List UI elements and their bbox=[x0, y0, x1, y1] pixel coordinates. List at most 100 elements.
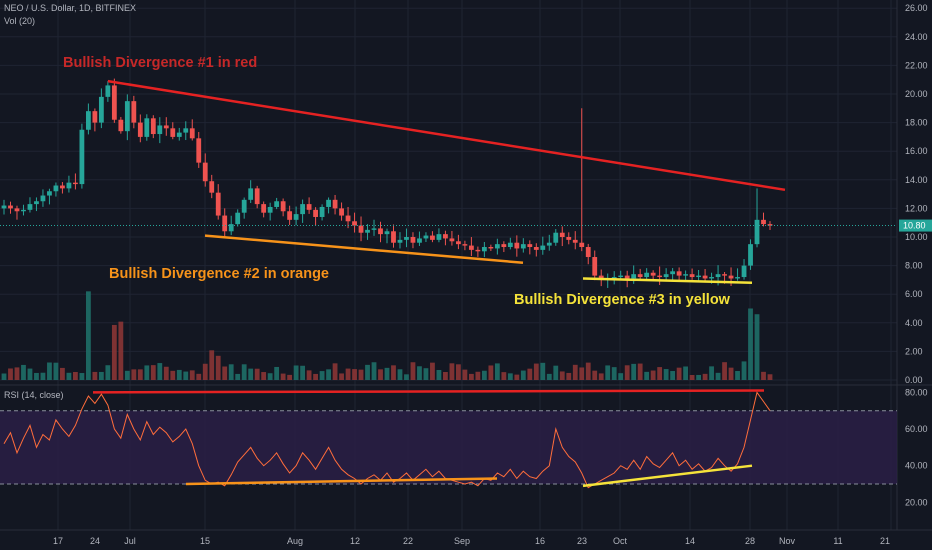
candle-body bbox=[397, 239, 403, 243]
symbol-title[interactable]: NEO / U.S. Dollar, 1D, BITFINEX bbox=[4, 3, 137, 13]
annotation-divergence-1: Bullish Divergence #1 in red bbox=[63, 55, 257, 71]
candle-body bbox=[378, 228, 383, 235]
candle-body bbox=[79, 129, 85, 185]
candle-body bbox=[60, 185, 65, 189]
rsi-line bbox=[3, 391, 771, 489]
volume-bar bbox=[306, 370, 312, 380]
time-axis-label: 21 bbox=[880, 536, 890, 546]
volume-bar bbox=[313, 373, 318, 380]
candle-body bbox=[21, 209, 26, 212]
volume-bar bbox=[514, 374, 520, 380]
volume-bar bbox=[8, 368, 13, 380]
axes: 26.00 24.00 22.00 20.00 18.00 16.00 14.00 12.00… bbox=[53, 3, 932, 546]
candle-body bbox=[767, 224, 773, 226]
volume-bar bbox=[611, 367, 617, 380]
volume-indicator-title[interactable]: Vol (20) bbox=[4, 16, 36, 26]
candle-body bbox=[319, 206, 325, 217]
time-axis-label: 22 bbox=[403, 536, 413, 546]
price-axis-label: 0.00 bbox=[905, 375, 923, 385]
volume-bar bbox=[430, 362, 435, 380]
candle-body bbox=[462, 244, 468, 246]
volume-bar bbox=[254, 368, 260, 380]
volume-bar bbox=[384, 367, 390, 380]
candle-body bbox=[98, 96, 104, 123]
volume-bar bbox=[644, 371, 650, 380]
candle-body bbox=[520, 244, 526, 249]
time-axis-label: Aug bbox=[287, 536, 303, 546]
candle-body bbox=[274, 201, 280, 207]
candle-body bbox=[436, 234, 442, 240]
candle-body bbox=[618, 275, 624, 278]
volume-bar bbox=[696, 374, 701, 380]
volume-bar bbox=[326, 369, 331, 380]
candle-body bbox=[624, 275, 630, 279]
volume-bar bbox=[1, 373, 7, 380]
volume-bar bbox=[34, 372, 39, 380]
price-axis-label: 8.00 bbox=[905, 261, 923, 271]
volume-bar bbox=[559, 371, 565, 380]
candle-body bbox=[40, 195, 46, 202]
candle-body bbox=[235, 212, 241, 225]
volume-bar bbox=[404, 374, 409, 380]
rsi-axis-label: 20.00 bbox=[905, 497, 928, 507]
volume-bar bbox=[111, 324, 117, 380]
candle-body bbox=[735, 277, 740, 279]
candle-body bbox=[696, 275, 701, 278]
volume-bar bbox=[287, 374, 293, 380]
rsi-indicator-title[interactable]: RSI (14, close) bbox=[4, 390, 64, 400]
candle-body bbox=[371, 228, 377, 230]
time-axis-label: Nov bbox=[779, 536, 796, 546]
volume-bar bbox=[540, 362, 546, 380]
price-axis-label: 4.00 bbox=[905, 318, 923, 328]
volume-bar bbox=[397, 369, 403, 380]
candle-body bbox=[683, 274, 689, 276]
candle-body bbox=[332, 199, 338, 209]
candle-body bbox=[111, 85, 117, 120]
candle-body bbox=[339, 208, 344, 216]
price-axis-label: 10.00 bbox=[905, 232, 928, 242]
volume-bar bbox=[144, 365, 150, 380]
candle-body bbox=[741, 265, 747, 278]
candle-body bbox=[27, 204, 33, 210]
candle-body bbox=[443, 234, 448, 239]
candle-body bbox=[572, 239, 578, 243]
divergence-line-red-rsi bbox=[92, 389, 765, 394]
volume-bar bbox=[741, 361, 747, 380]
volume-bar bbox=[468, 373, 474, 380]
volume-bar bbox=[585, 362, 591, 380]
volume-bar bbox=[533, 363, 539, 380]
candle-body bbox=[657, 275, 663, 278]
time-axis-label: Sep bbox=[454, 536, 470, 546]
volume-bar bbox=[222, 366, 228, 380]
candle-body bbox=[248, 188, 254, 200]
volume-bar bbox=[27, 368, 33, 380]
volume-bar bbox=[131, 369, 137, 380]
candle-body bbox=[124, 101, 130, 132]
candle-body bbox=[215, 192, 221, 216]
candle-body bbox=[163, 125, 169, 129]
candle-body bbox=[358, 225, 364, 233]
volume-bar bbox=[60, 367, 65, 380]
candle-body bbox=[228, 224, 234, 232]
candle-body bbox=[293, 214, 299, 220]
volume-bar bbox=[410, 362, 416, 380]
candle-body bbox=[761, 219, 766, 225]
volume-bar bbox=[709, 366, 714, 380]
candle-body bbox=[34, 201, 39, 205]
price-axis-label: 24.00 bbox=[905, 32, 928, 42]
volume-bars bbox=[1, 291, 773, 380]
volume-bar bbox=[358, 369, 364, 380]
price-axis-label: 26.00 bbox=[905, 3, 928, 13]
candle-body bbox=[475, 249, 481, 252]
candle-body bbox=[202, 162, 208, 182]
candle-body bbox=[650, 272, 656, 276]
time-axis-label: 14 bbox=[685, 536, 695, 546]
candle-body bbox=[8, 205, 13, 209]
volume-bar bbox=[105, 365, 111, 380]
volume-bar bbox=[417, 366, 422, 380]
candle-body bbox=[404, 237, 409, 240]
time-axis-label: 11 bbox=[833, 536, 842, 546]
volume-bar bbox=[436, 369, 442, 380]
candle-body bbox=[131, 101, 137, 123]
volume-bar bbox=[137, 369, 143, 380]
